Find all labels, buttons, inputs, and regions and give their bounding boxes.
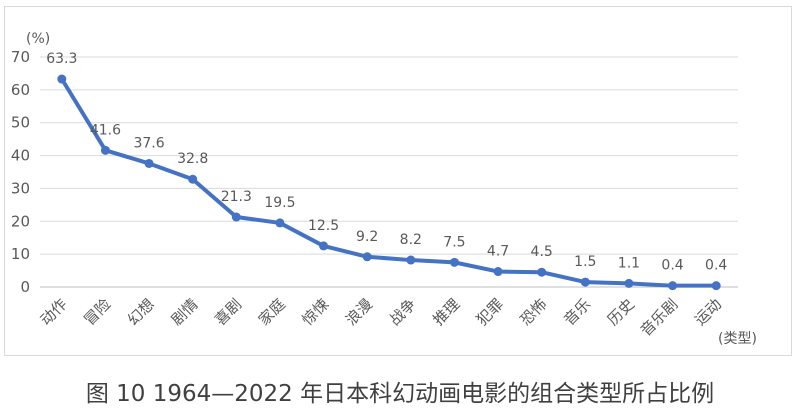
data-point — [537, 267, 547, 277]
y-axis-ticks: 0 10 20 30 40 50 60 70 — [11, 48, 30, 296]
y-axis-unit-label: (%) — [26, 31, 50, 47]
data-point — [275, 218, 285, 228]
data-label: 21.3 — [221, 189, 252, 205]
y-tick-label: 40 — [11, 147, 30, 165]
data-label: 37.6 — [133, 135, 164, 151]
chart-frame — [4, 6, 792, 356]
data-label: 0.4 — [705, 258, 727, 274]
data-label: 7.5 — [443, 234, 465, 250]
y-tick-label: 70 — [11, 48, 30, 66]
figure-caption: 图 10 1964—2022 年日本科幻动画电影的组合类型所占比例 — [85, 381, 715, 407]
data-point — [711, 281, 721, 291]
data-point — [188, 174, 198, 184]
data-point — [624, 278, 634, 288]
x-tick-label: 运动 — [691, 295, 725, 329]
gridlines — [40, 56, 738, 288]
data-label: 12.5 — [308, 218, 339, 234]
line-chart: 0 10 20 30 40 50 60 70 动作 冒险 幻想 剧情 喜剧 家庭 惊悚 浪漫 战争 推理 犯罪 恐怖… — [11, 31, 757, 347]
data-point — [319, 241, 329, 251]
x-tick-label: 恐怖 — [517, 295, 551, 329]
x-tick-label: 犯罪 — [473, 295, 507, 329]
x-tick-label: 惊悚 — [298, 295, 332, 329]
data-point — [57, 74, 67, 84]
y-tick-label: 20 — [11, 212, 30, 230]
data-label: 0.4 — [661, 258, 683, 274]
x-tick-label: 冒险 — [80, 295, 114, 329]
data-label: 1.1 — [618, 255, 640, 271]
series-line — [59, 77, 719, 288]
data-point — [580, 277, 590, 287]
y-tick-label: 50 — [11, 114, 30, 132]
x-tick-label: 推理 — [429, 295, 463, 329]
x-axis-unit-label: (类型) — [718, 331, 757, 347]
data-point — [406, 255, 416, 265]
x-tick-label: 浪漫 — [342, 295, 376, 329]
y-tick-label: 0 — [20, 278, 30, 296]
x-tick-label: 幻想 — [124, 295, 158, 329]
x-tick-label: 战争 — [386, 295, 420, 329]
x-tick-label: 历史 — [604, 295, 638, 329]
data-label: 1.5 — [574, 254, 596, 270]
y-tick-label: 30 — [11, 179, 30, 197]
x-tick-label: 喜剧 — [211, 295, 245, 329]
y-tick-label: 10 — [11, 245, 30, 263]
data-label: 4.5 — [531, 244, 553, 260]
data-point — [449, 257, 459, 267]
x-axis-ticks: 动作 冒险 幻想 剧情 喜剧 家庭 惊悚 浪漫 战争 推理 犯罪 恐怖 音乐 历史 音乐剧 运动 — [37, 295, 725, 340]
x-tick-label: 动作 — [37, 295, 71, 329]
data-point — [668, 281, 678, 291]
x-tick-label: 音乐 — [560, 295, 594, 329]
data-point — [231, 212, 241, 222]
data-point — [100, 145, 110, 155]
data-label: 32.8 — [177, 151, 208, 167]
y-tick-label: 60 — [11, 81, 30, 99]
data-point — [362, 252, 372, 262]
data-point — [493, 267, 503, 277]
x-tick-label: 剧情 — [168, 295, 202, 329]
data-label: 8.2 — [400, 232, 422, 248]
data-label: 19.5 — [264, 195, 295, 211]
data-label: 9.2 — [356, 229, 378, 245]
data-label: 4.7 — [487, 244, 509, 260]
data-points — [57, 74, 721, 291]
data-label: 63.3 — [46, 51, 77, 67]
x-tick-label: 音乐剧 — [637, 295, 682, 340]
x-tick-label: 家庭 — [255, 295, 289, 329]
data-label: 41.6 — [90, 122, 121, 138]
data-labels: 63.3 41.6 37.6 32.8 21.3 19.5 12.5 9.2 8.2 7.5 4.7… — [46, 51, 727, 274]
data-point — [144, 158, 154, 168]
